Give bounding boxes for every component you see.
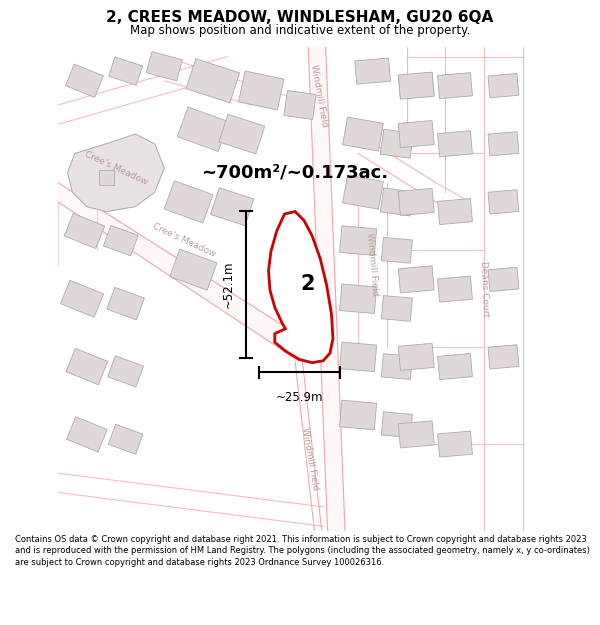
Polygon shape (340, 342, 377, 372)
Polygon shape (355, 58, 391, 84)
Polygon shape (398, 72, 434, 99)
Polygon shape (488, 74, 519, 98)
Polygon shape (437, 131, 472, 157)
Polygon shape (58, 182, 310, 362)
Polygon shape (284, 91, 316, 119)
Polygon shape (398, 421, 434, 448)
Polygon shape (67, 134, 164, 211)
Polygon shape (488, 268, 519, 291)
Polygon shape (382, 238, 412, 263)
Polygon shape (107, 288, 145, 320)
Polygon shape (211, 188, 254, 226)
Polygon shape (437, 199, 472, 224)
Polygon shape (64, 213, 105, 249)
Polygon shape (146, 52, 182, 81)
Polygon shape (109, 424, 143, 454)
Polygon shape (186, 59, 239, 103)
Polygon shape (380, 188, 413, 216)
Text: 2: 2 (300, 274, 314, 294)
Polygon shape (398, 343, 434, 371)
Polygon shape (382, 412, 412, 437)
Text: Contains OS data © Crown copyright and database right 2021. This information is : Contains OS data © Crown copyright and d… (15, 535, 590, 567)
Polygon shape (219, 114, 265, 154)
Polygon shape (164, 181, 213, 223)
Text: ~52.1m: ~52.1m (222, 261, 235, 308)
Text: Windmill Field: Windmill Field (300, 427, 320, 491)
Text: Windmill Field: Windmill Field (365, 233, 380, 297)
Polygon shape (340, 284, 377, 314)
Polygon shape (398, 188, 434, 216)
Polygon shape (437, 354, 472, 379)
Polygon shape (398, 121, 434, 148)
Polygon shape (437, 431, 472, 457)
Text: ~700m²/~0.173ac.: ~700m²/~0.173ac. (201, 164, 388, 182)
Text: Cree's Meadow: Cree's Meadow (83, 149, 149, 186)
Polygon shape (437, 72, 472, 99)
Polygon shape (340, 226, 377, 256)
Text: Deans Court: Deans Court (479, 261, 490, 318)
Text: Map shows position and indicative extent of the property.: Map shows position and indicative extent… (130, 24, 470, 36)
Polygon shape (488, 132, 519, 156)
Polygon shape (398, 72, 434, 99)
Text: ~25.9m: ~25.9m (275, 391, 323, 404)
Polygon shape (66, 348, 108, 385)
Polygon shape (343, 117, 383, 151)
Polygon shape (380, 129, 413, 158)
Polygon shape (382, 354, 412, 379)
Polygon shape (343, 175, 383, 209)
Polygon shape (488, 345, 519, 369)
Polygon shape (437, 276, 472, 302)
Polygon shape (239, 71, 284, 110)
Polygon shape (67, 417, 107, 452)
Polygon shape (382, 296, 412, 321)
Polygon shape (103, 226, 138, 256)
Polygon shape (308, 47, 345, 531)
Polygon shape (99, 171, 113, 185)
Polygon shape (488, 190, 519, 214)
Polygon shape (177, 107, 229, 151)
Polygon shape (398, 266, 434, 293)
Polygon shape (340, 400, 377, 430)
Text: 2, CREES MEADOW, WINDLESHAM, GU20 6QA: 2, CREES MEADOW, WINDLESHAM, GU20 6QA (106, 10, 494, 25)
Text: Cree's Meadow: Cree's Meadow (151, 222, 217, 259)
Polygon shape (269, 211, 333, 362)
Text: Windmill Field: Windmill Field (310, 63, 329, 128)
Polygon shape (170, 249, 217, 290)
Polygon shape (61, 280, 104, 318)
Polygon shape (109, 57, 143, 85)
Polygon shape (108, 356, 143, 387)
Polygon shape (65, 64, 103, 98)
